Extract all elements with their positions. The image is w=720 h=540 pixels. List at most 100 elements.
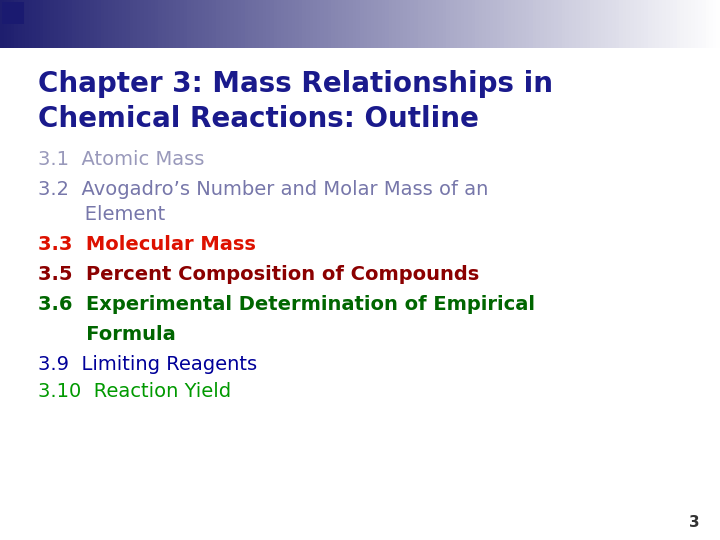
Bar xyxy=(493,0,498,48)
Bar xyxy=(364,0,368,48)
Bar xyxy=(511,0,516,48)
Text: 3.3  Molecular Mass: 3.3 Molecular Mass xyxy=(38,235,256,254)
Bar xyxy=(428,0,433,48)
Bar xyxy=(414,0,418,48)
Bar xyxy=(151,0,156,48)
Bar xyxy=(648,0,652,48)
Bar xyxy=(464,0,469,48)
Bar xyxy=(158,0,163,48)
Bar xyxy=(148,0,152,48)
Bar xyxy=(443,0,447,48)
Bar xyxy=(536,0,541,48)
Text: 3: 3 xyxy=(689,515,700,530)
Bar xyxy=(65,0,69,48)
Bar xyxy=(25,0,30,48)
Bar xyxy=(328,0,332,48)
Bar xyxy=(209,0,213,48)
Bar xyxy=(166,0,170,48)
Bar xyxy=(583,0,588,48)
Bar xyxy=(191,0,195,48)
Bar xyxy=(50,0,55,48)
Bar xyxy=(418,0,422,48)
Bar xyxy=(79,0,84,48)
Bar xyxy=(389,0,393,48)
Bar xyxy=(713,0,717,48)
Bar xyxy=(572,0,577,48)
Bar xyxy=(706,0,710,48)
Bar xyxy=(36,0,40,48)
Bar xyxy=(104,0,109,48)
Bar xyxy=(619,0,624,48)
Bar xyxy=(259,0,264,48)
Bar xyxy=(302,0,307,48)
Bar xyxy=(626,0,631,48)
Text: 3.2  Avogadro’s Number and Molar Mass of an: 3.2 Avogadro’s Number and Molar Mass of … xyxy=(38,180,488,199)
Bar xyxy=(641,0,645,48)
Bar xyxy=(4,0,8,48)
Bar xyxy=(522,0,526,48)
Bar xyxy=(385,0,390,48)
Bar xyxy=(432,0,436,48)
Bar xyxy=(22,0,26,48)
Bar xyxy=(14,0,19,48)
Bar xyxy=(680,0,685,48)
Bar xyxy=(202,0,206,48)
Bar xyxy=(2,2,24,24)
Bar xyxy=(68,0,73,48)
Bar xyxy=(673,0,678,48)
Bar xyxy=(540,0,544,48)
Bar xyxy=(256,0,260,48)
Bar xyxy=(569,0,573,48)
Bar xyxy=(198,0,202,48)
Bar xyxy=(342,0,346,48)
Bar xyxy=(472,0,476,48)
Bar xyxy=(378,0,382,48)
Bar xyxy=(644,0,649,48)
Bar xyxy=(529,0,534,48)
Bar xyxy=(576,0,580,48)
Bar xyxy=(176,0,181,48)
Bar xyxy=(126,0,130,48)
Bar xyxy=(436,0,440,48)
Bar xyxy=(580,0,584,48)
Bar xyxy=(594,0,598,48)
Bar xyxy=(590,0,595,48)
Bar xyxy=(310,0,314,48)
Bar xyxy=(97,0,102,48)
Bar xyxy=(86,0,91,48)
Bar xyxy=(486,0,490,48)
Bar xyxy=(184,0,188,48)
Bar xyxy=(284,0,289,48)
Bar xyxy=(601,0,606,48)
Bar xyxy=(400,0,404,48)
Bar xyxy=(655,0,660,48)
Bar xyxy=(241,0,246,48)
Bar xyxy=(54,0,58,48)
Bar xyxy=(677,0,681,48)
Bar xyxy=(457,0,462,48)
Bar xyxy=(637,0,642,48)
Bar xyxy=(162,0,166,48)
Bar xyxy=(155,0,159,48)
Bar xyxy=(461,0,465,48)
Bar xyxy=(616,0,620,48)
Bar xyxy=(320,0,325,48)
Bar xyxy=(554,0,559,48)
Bar xyxy=(205,0,210,48)
Bar xyxy=(346,0,350,48)
Bar xyxy=(684,0,688,48)
Bar xyxy=(61,0,66,48)
Bar xyxy=(587,0,591,48)
Bar xyxy=(324,0,328,48)
Bar xyxy=(227,0,231,48)
Bar xyxy=(659,0,663,48)
Bar xyxy=(173,0,177,48)
Bar xyxy=(47,0,51,48)
Bar xyxy=(11,0,15,48)
Bar xyxy=(335,0,339,48)
Bar xyxy=(468,0,472,48)
Bar xyxy=(252,0,256,48)
Bar xyxy=(119,0,123,48)
Bar xyxy=(18,0,22,48)
Bar xyxy=(317,0,321,48)
